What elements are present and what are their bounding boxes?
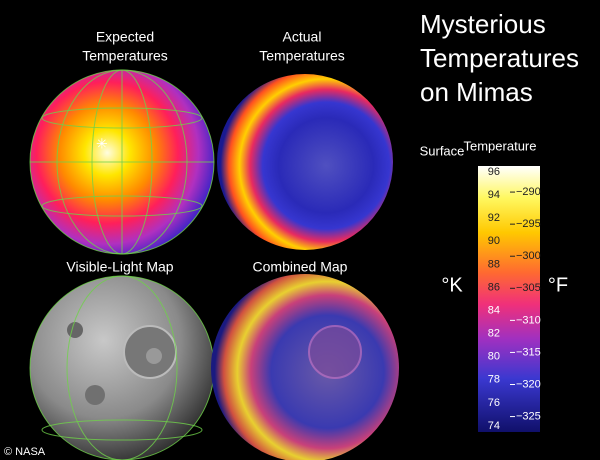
title-line: on Mimas xyxy=(420,77,533,107)
panel-label: Temperatures xyxy=(82,48,168,64)
fahrenheit-tick-label: −315 xyxy=(516,346,541,358)
kelvin-tick-label: 96 xyxy=(488,166,500,178)
panel-label: Actual xyxy=(283,29,322,45)
kelvin-tick-label: 84 xyxy=(488,304,500,316)
kelvin-tick-label: 76 xyxy=(488,397,500,409)
fahrenheit-tick-label: −325 xyxy=(516,410,541,422)
panel-label: Expected xyxy=(96,29,154,45)
fahrenheit-tick-label: −305 xyxy=(516,282,541,294)
fahrenheit-tick-label: −310 xyxy=(516,314,541,326)
kelvin-tick-label: 94 xyxy=(488,189,500,201)
title-line: Temperatures xyxy=(420,43,579,73)
unit-label: °F xyxy=(548,274,568,296)
subsolar-mark: ✳ xyxy=(96,136,108,152)
kelvin-tick-label: 88 xyxy=(488,258,500,270)
colorbar-title: Surface xyxy=(420,143,465,158)
kelvin-tick-label: 78 xyxy=(488,374,500,386)
fahrenheit-tick-label: −290 xyxy=(516,186,541,198)
panel-label: Visible-Light Map xyxy=(66,259,173,275)
kelvin-tick-label: 86 xyxy=(488,281,500,293)
fahrenheit-tick-label: −295 xyxy=(516,218,541,230)
fahrenheit-tick-label: −320 xyxy=(516,378,541,390)
colorbar xyxy=(478,166,540,432)
actual-sphere xyxy=(217,74,393,250)
panel-label: Temperatures xyxy=(259,48,345,64)
kelvin-tick-label: 74 xyxy=(488,420,500,432)
title-line: Mysterious xyxy=(420,9,546,39)
unit-label: °K xyxy=(441,274,463,296)
fahrenheit-tick-label: −300 xyxy=(516,250,541,262)
colorbar-title: Temperature xyxy=(464,138,537,153)
kelvin-tick-label: 80 xyxy=(488,351,500,363)
visible-sphere xyxy=(29,275,215,460)
expected-sphere: ✳ xyxy=(29,69,215,255)
kelvin-tick-label: 92 xyxy=(488,212,500,224)
credit: © NASA xyxy=(4,446,46,458)
combined-sphere xyxy=(211,274,399,460)
kelvin-tick-label: 90 xyxy=(488,235,500,247)
panel-label: Combined Map xyxy=(253,259,348,275)
kelvin-tick-label: 82 xyxy=(488,328,500,340)
